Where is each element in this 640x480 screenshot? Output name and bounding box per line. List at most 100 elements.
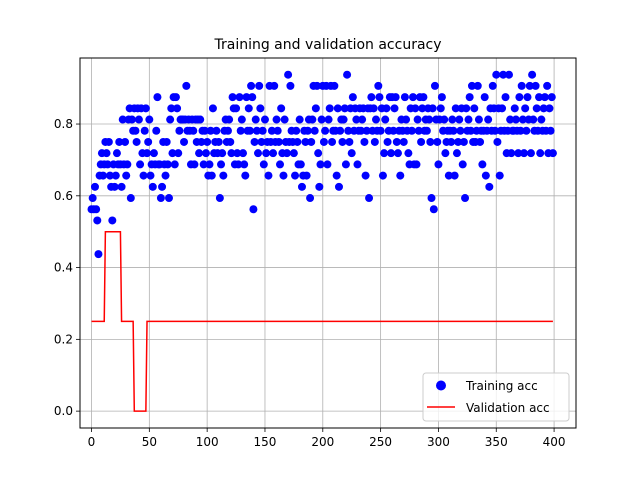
training-acc-point <box>492 70 501 79</box>
training-acc-point <box>234 160 243 169</box>
training-acc-point <box>236 126 245 135</box>
training-acc-point <box>539 104 548 113</box>
training-acc-point <box>262 149 271 158</box>
x-tick-label: 400 <box>543 435 566 449</box>
training-acc-point <box>92 205 101 214</box>
training-acc-point <box>158 182 167 191</box>
training-acc-point <box>123 160 132 169</box>
training-acc-point <box>314 149 323 158</box>
training-acc-point <box>537 115 546 124</box>
training-acc-point <box>145 115 154 124</box>
training-acc-point <box>152 126 161 135</box>
training-acc-point <box>199 160 208 169</box>
legend-validation-label: Validation acc <box>466 401 550 415</box>
training-acc-point <box>548 149 557 158</box>
training-acc-point <box>201 149 210 158</box>
training-acc-point <box>404 149 413 158</box>
training-acc-point <box>286 81 295 90</box>
training-acc-point <box>339 115 348 124</box>
training-acc-point <box>434 160 443 169</box>
training-acc-point <box>375 93 384 102</box>
training-acc-point <box>466 126 475 135</box>
training-acc-point <box>163 160 172 169</box>
training-acc-point <box>338 137 347 146</box>
training-acc-point <box>206 126 215 135</box>
training-acc-point <box>336 126 345 135</box>
training-acc-point <box>241 171 250 180</box>
training-acc-point <box>546 126 555 135</box>
training-acc-point <box>425 115 434 124</box>
training-acc-point <box>148 182 157 191</box>
training-acc-point <box>455 115 464 124</box>
training-acc-point <box>291 171 300 180</box>
training-acc-point <box>316 160 325 169</box>
training-acc-point <box>481 171 490 180</box>
training-acc-point <box>277 104 286 113</box>
training-acc-point <box>217 160 226 169</box>
training-acc-point <box>543 81 552 90</box>
training-acc-point <box>450 171 459 180</box>
training-acc-point <box>250 137 259 146</box>
training-acc-point <box>476 137 485 146</box>
training-acc-point <box>306 194 315 203</box>
y-tick-label: 0.8 <box>54 117 73 131</box>
training-acc-point <box>392 137 401 146</box>
training-acc-point <box>458 160 467 169</box>
training-acc-point <box>459 137 468 146</box>
training-acc-point <box>258 126 267 135</box>
training-acc-point <box>528 70 537 79</box>
x-tick-label: 300 <box>427 435 450 449</box>
training-acc-point <box>175 126 184 135</box>
training-acc-point <box>344 126 353 135</box>
training-acc-point <box>180 137 189 146</box>
training-acc-point <box>507 149 516 158</box>
training-acc-point <box>396 171 405 180</box>
training-acc-point <box>226 137 235 146</box>
training-acc-point <box>419 93 428 102</box>
training-acc-point <box>274 137 283 146</box>
training-acc-point <box>422 126 431 135</box>
training-acc-point <box>207 171 216 180</box>
training-acc-point <box>280 115 289 124</box>
training-acc-point <box>171 93 180 102</box>
training-acc-point <box>418 104 427 113</box>
training-acc-point <box>440 115 449 124</box>
training-acc-point <box>88 194 97 203</box>
training-acc-point <box>358 115 367 124</box>
training-acc-point <box>499 70 508 79</box>
training-acc-point <box>121 137 130 146</box>
training-acc-point <box>93 216 102 225</box>
validation-acc-line <box>91 230 553 412</box>
training-acc-point <box>167 104 176 113</box>
training-acc-point <box>144 137 153 146</box>
training-acc-point <box>343 70 352 79</box>
training-acc-point <box>478 160 487 169</box>
training-acc-point <box>323 160 332 169</box>
training-acc-point <box>315 182 324 191</box>
training-acc-point <box>164 194 173 203</box>
training-acc-point <box>389 126 398 135</box>
training-acc-point <box>149 149 158 158</box>
y-tick-label: 0.4 <box>54 261 73 275</box>
training-acc-point <box>531 81 540 90</box>
training-acc-point <box>361 171 370 180</box>
training-acc-point <box>473 81 482 90</box>
training-acc-point <box>461 194 470 203</box>
training-acc-point <box>270 81 279 90</box>
training-acc-point <box>293 137 302 146</box>
training-acc-point <box>378 171 387 180</box>
training-acc-point <box>132 137 141 146</box>
training-acc-point <box>141 104 150 113</box>
training-acc-point <box>166 115 175 124</box>
training-acc-point <box>429 205 438 214</box>
training-acc-point <box>195 149 204 158</box>
training-acc-point <box>248 93 257 102</box>
training-acc-point <box>225 115 234 124</box>
training-acc-point <box>345 137 354 146</box>
legend-training-marker <box>436 380 446 391</box>
plot-frame <box>79 57 577 429</box>
training-acc-point <box>134 115 143 124</box>
training-acc-point <box>90 182 99 191</box>
y-tick-label: 0.2 <box>54 332 73 346</box>
training-acc-point <box>526 149 535 158</box>
